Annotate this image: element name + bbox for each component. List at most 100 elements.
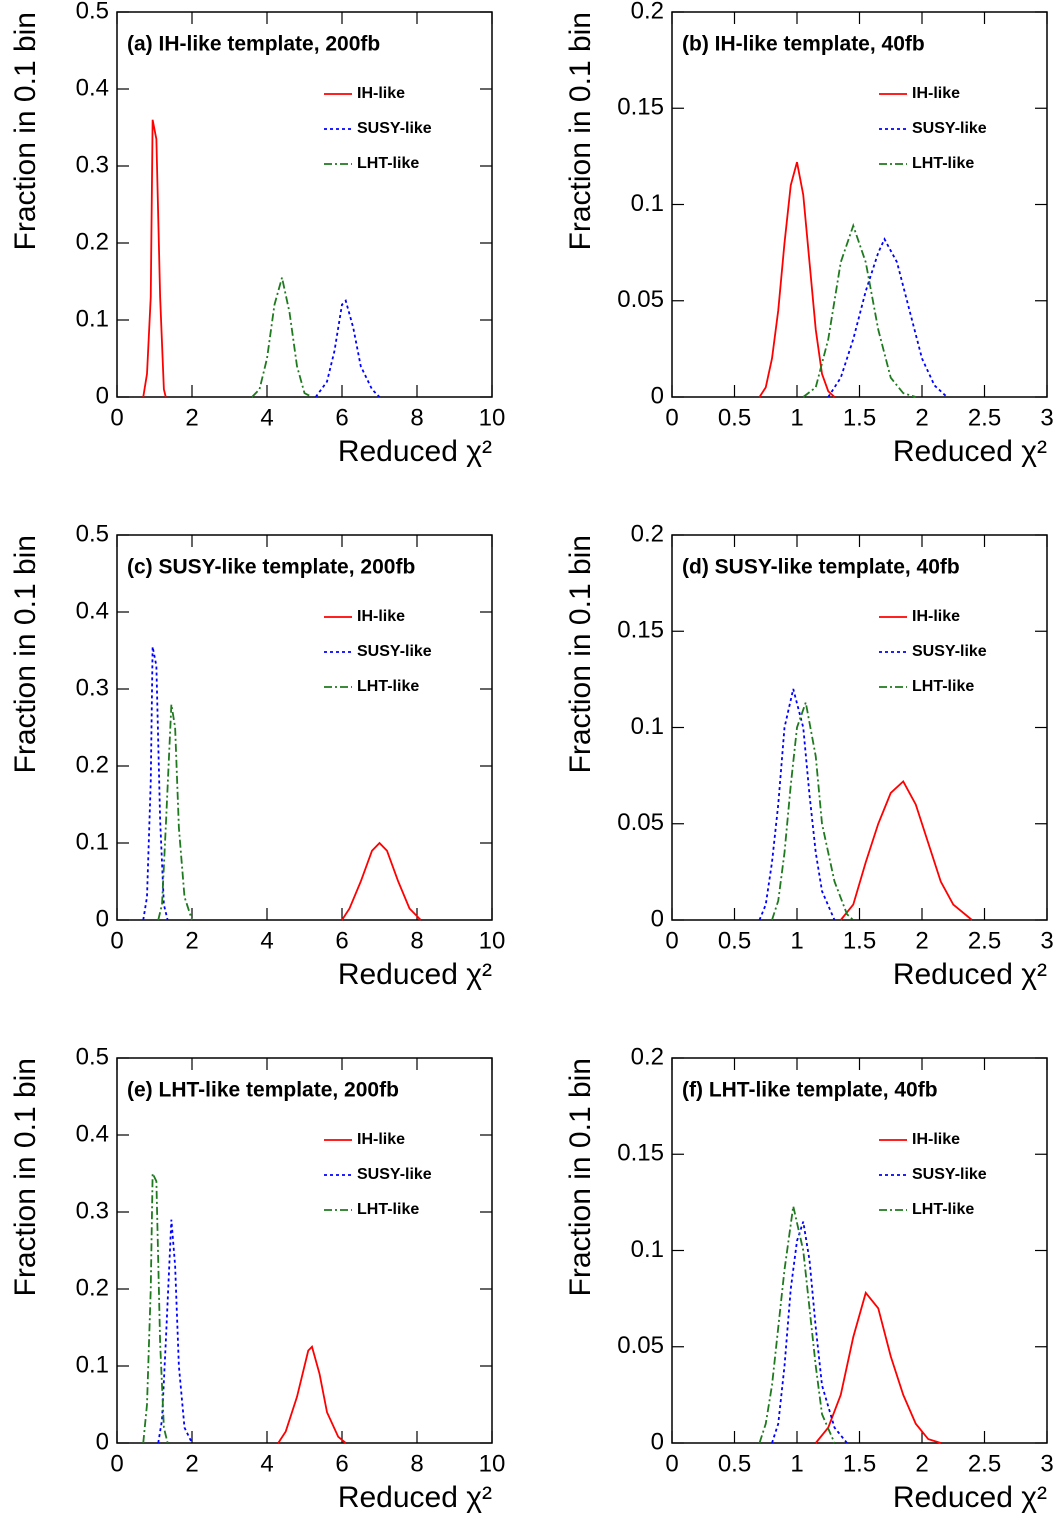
y-axis-title: Fraction in 0.1 bin: [564, 1058, 597, 1296]
series-line: [277, 1345, 347, 1444]
series-line: [251, 277, 313, 398]
y-tick-label: 0.05: [617, 286, 664, 313]
series-line: [758, 1206, 836, 1444]
x-axis-title: Reduced χ²: [338, 435, 492, 468]
panel-title: (a) IH-like template, 200fb: [127, 33, 380, 56]
x-tick-label: 2: [185, 404, 198, 431]
panel: 0 2 4 6 8 10 0 0.1 0.2 0.3 0.4 0.5 Reduced χ² Fractio…: [9, 1043, 505, 1514]
legend-label: LHT-like: [912, 678, 974, 695]
legend-label: IH-like: [912, 85, 960, 102]
y-tick-label: 0: [96, 905, 109, 932]
legend-label: SUSY-like: [357, 643, 432, 660]
y-tick-label: 0.1: [76, 1351, 109, 1378]
x-tick-label: 1.5: [843, 1450, 876, 1477]
legend-label: SUSY-like: [912, 1166, 987, 1183]
series-line: [142, 1173, 169, 1444]
plot-frame: [671, 1057, 1048, 1444]
x-tick-label: 8: [410, 404, 423, 431]
x-tick-label: 6: [335, 1450, 348, 1477]
panel-title: (e) LHT-like template, 200fb: [127, 1079, 399, 1102]
plot-frame: [671, 11, 1048, 398]
x-axis-title: Reduced χ²: [893, 1481, 1047, 1514]
y-tick-label: 0.4: [76, 74, 109, 101]
legend-label: LHT-like: [912, 155, 974, 172]
y-tick-label: 0.1: [76, 828, 109, 855]
y-tick-label: 0: [96, 1428, 109, 1455]
legend-label: SUSY-like: [912, 643, 987, 660]
x-tick-label: 0: [110, 1450, 123, 1477]
series-line: [758, 688, 836, 921]
x-tick-label: 0.5: [718, 927, 751, 954]
series-line: [802, 222, 917, 398]
x-tick-label: 1: [790, 404, 803, 431]
x-tick-label: 1.5: [843, 404, 876, 431]
x-tick-label: 10: [479, 927, 506, 954]
y-tick-label: 0.15: [617, 617, 664, 644]
y-tick-label: 0.2: [76, 751, 109, 778]
legend-label: SUSY-like: [912, 120, 987, 137]
y-axis-title: Fraction in 0.1 bin: [564, 535, 597, 773]
y-tick-label: 0.2: [76, 228, 109, 255]
legend-label: IH-like: [912, 1131, 960, 1148]
y-tick-label: 0.3: [76, 674, 109, 701]
y-tick-label: 0: [96, 382, 109, 409]
x-tick-label: 3: [1040, 404, 1053, 431]
series-line: [142, 119, 167, 398]
legend-label: LHT-like: [357, 678, 419, 695]
x-tick-label: 1.5: [843, 927, 876, 954]
x-tick-label: 0: [110, 927, 123, 954]
x-tick-label: 2: [185, 1450, 198, 1477]
legend-label: SUSY-like: [357, 1166, 432, 1183]
x-axis-title: Reduced χ²: [338, 958, 492, 991]
x-tick-label: 0.5: [718, 404, 751, 431]
panel: 0 0.5 1 1.5 2 2.5 3 0 0.05 0.1 0.15 0.2 Reduced χ² Fr…: [564, 1043, 1054, 1514]
legend-label: IH-like: [357, 85, 405, 102]
panel: 0 2 4 6 8 10 0 0.1 0.2 0.3 0.4 0.5 Reduced χ² Fractio…: [9, 0, 505, 468]
panel-title: (b) IH-like template, 40fb: [682, 33, 925, 56]
x-tick-label: 2.5: [968, 1450, 1001, 1477]
x-tick-label: 3: [1040, 1450, 1053, 1477]
x-axis-title: Reduced χ²: [893, 958, 1047, 991]
y-tick-label: 0.5: [76, 0, 109, 24]
y-tick-label: 0.05: [617, 1332, 664, 1359]
y-tick-label: 0: [651, 905, 664, 932]
x-tick-label: 10: [479, 1450, 506, 1477]
series-line: [142, 646, 169, 921]
x-tick-label: 4: [260, 927, 273, 954]
x-tick-label: 1: [790, 927, 803, 954]
series-line: [157, 1219, 193, 1444]
y-tick-label: 0.4: [76, 597, 109, 624]
legend-label: IH-like: [357, 608, 405, 625]
y-tick-label: 0.5: [76, 520, 109, 547]
legend-label: LHT-like: [357, 1201, 419, 1218]
plot-frame: [671, 534, 1048, 921]
panel-title: (f) LHT-like template, 40fb: [682, 1079, 938, 1102]
panel: 0 0.5 1 1.5 2 2.5 3 0 0.05 0.1 0.15 0.2 Reduced χ² Fr…: [564, 520, 1054, 991]
legend-label: LHT-like: [912, 1201, 974, 1218]
y-axis-title: Fraction in 0.1 bin: [9, 535, 42, 773]
y-tick-label: 0: [651, 1428, 664, 1455]
series-line: [157, 704, 193, 921]
x-tick-label: 6: [335, 927, 348, 954]
x-tick-label: 8: [410, 1450, 423, 1477]
series-line: [315, 299, 381, 398]
y-tick-label: 0.3: [76, 151, 109, 178]
y-tick-label: 0.1: [631, 713, 664, 740]
x-tick-label: 2: [915, 404, 928, 431]
y-tick-label: 0.1: [631, 190, 664, 217]
y-tick-label: 0.05: [617, 809, 664, 836]
series-line: [840, 779, 973, 921]
x-tick-label: 1: [790, 1450, 803, 1477]
y-tick-label: 0.2: [76, 1274, 109, 1301]
y-tick-label: 0.15: [617, 1140, 664, 1167]
x-tick-label: 0: [665, 927, 678, 954]
x-tick-label: 2: [915, 927, 928, 954]
legend-label: IH-like: [357, 1131, 405, 1148]
legend-label: LHT-like: [357, 155, 419, 172]
y-tick-label: 0.1: [631, 1236, 664, 1263]
x-tick-label: 10: [479, 404, 506, 431]
x-tick-label: 0: [665, 404, 678, 431]
plot-frame: [116, 1057, 493, 1444]
y-tick-label: 0.2: [631, 520, 664, 547]
